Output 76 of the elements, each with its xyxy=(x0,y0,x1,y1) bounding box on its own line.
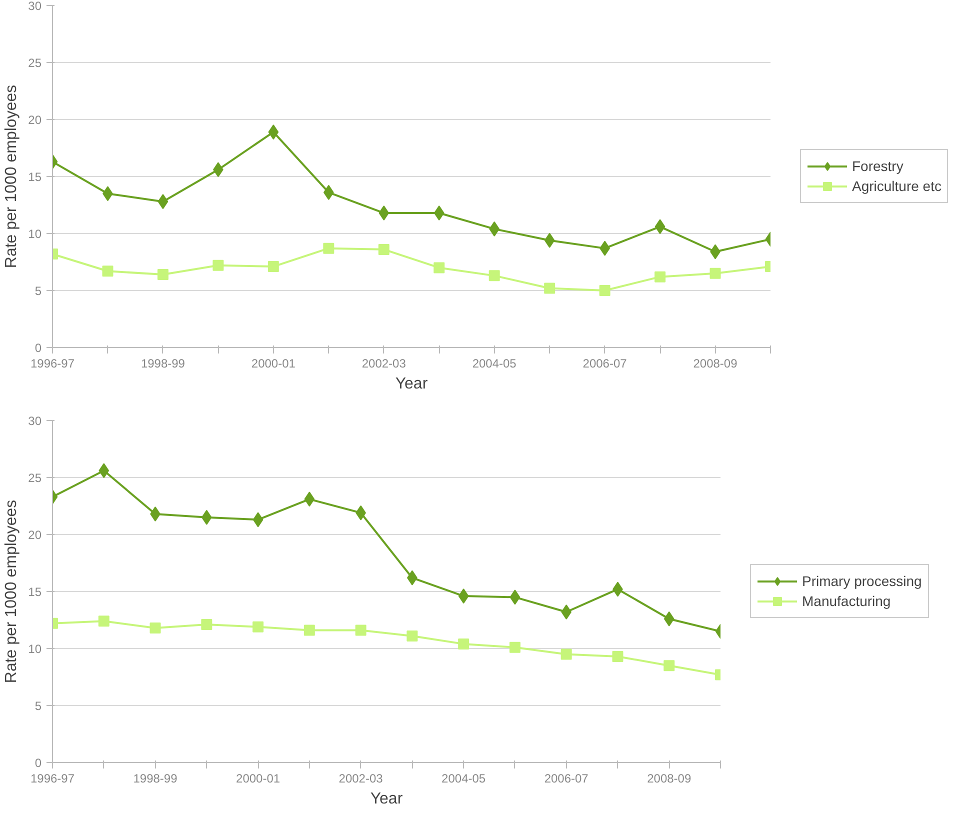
legend-label: Agriculture etc xyxy=(852,178,942,194)
point xyxy=(510,590,520,605)
point xyxy=(268,124,279,140)
point xyxy=(612,650,624,662)
y-axis-title: Rate per 1000 employees xyxy=(3,84,20,268)
point xyxy=(710,268,721,279)
point xyxy=(434,262,445,274)
y-tick-label: 0 xyxy=(34,756,42,770)
point xyxy=(212,260,224,271)
y-tick-label: 5 xyxy=(34,699,42,713)
legend-label: Primary processing xyxy=(802,573,922,589)
y-tick-label: 0 xyxy=(34,341,42,355)
point xyxy=(98,463,110,478)
y-tick-label: 25 xyxy=(28,471,42,485)
point xyxy=(488,270,500,282)
point xyxy=(323,184,334,200)
legend-label: Manufacturing xyxy=(802,593,891,609)
x-tick-label: 2004-05 xyxy=(442,772,486,786)
point xyxy=(378,244,390,255)
x-tick-label: 1996-97 xyxy=(30,356,75,370)
x-tick-label: 2000-01 xyxy=(251,356,296,370)
point xyxy=(355,624,366,636)
y-tick-label: 25 xyxy=(28,56,42,70)
point xyxy=(664,611,674,626)
point xyxy=(406,630,418,642)
point xyxy=(509,642,520,653)
point xyxy=(560,648,572,660)
y-tick-label: 20 xyxy=(28,528,42,542)
point xyxy=(252,512,264,528)
point xyxy=(150,622,161,634)
y-axis-title: Rate per 1000 employees xyxy=(3,500,20,684)
point xyxy=(268,261,279,272)
x-tick-label: 2002-03 xyxy=(362,356,406,370)
point xyxy=(544,282,556,294)
point xyxy=(201,619,212,630)
x-tick-label: 1996-97 xyxy=(30,772,75,786)
y-tick-label: 20 xyxy=(28,113,42,127)
x-tick-label: 2008-09 xyxy=(693,356,738,370)
point xyxy=(102,266,114,277)
x-tick-label: 1998-99 xyxy=(140,356,186,370)
point xyxy=(458,588,469,604)
point xyxy=(304,624,315,636)
x-axis-title: Year xyxy=(370,790,404,808)
x-tick-label: 2000-01 xyxy=(236,772,280,786)
x-tick-label: 2006-07 xyxy=(582,356,628,370)
point xyxy=(654,271,666,282)
point xyxy=(157,269,168,280)
point xyxy=(304,492,315,507)
x-tick-label: 1998-99 xyxy=(133,772,178,786)
y-tick-label: 10 xyxy=(28,227,42,241)
point xyxy=(654,219,666,234)
point xyxy=(158,194,168,210)
point xyxy=(599,285,610,296)
y-tick-label: 15 xyxy=(28,585,42,599)
point xyxy=(544,232,555,248)
point xyxy=(458,638,470,650)
point xyxy=(489,221,500,236)
x-axis-title: Year xyxy=(395,376,428,392)
y-tick-label: 5 xyxy=(34,284,42,298)
x-tick-label: 2004-05 xyxy=(472,356,517,370)
y-tick-label: 30 xyxy=(28,414,42,428)
point xyxy=(434,205,444,220)
point xyxy=(664,660,675,672)
point xyxy=(98,616,110,627)
point xyxy=(252,621,264,632)
point xyxy=(561,604,572,620)
legend-label: Forestry xyxy=(852,158,904,174)
x-tick-label: 2002-03 xyxy=(338,772,384,786)
x-tick-label: 2008-09 xyxy=(647,772,692,786)
point xyxy=(378,205,390,220)
y-tick-label: 15 xyxy=(28,170,42,184)
y-tick-label: 30 xyxy=(28,0,42,13)
y-tick-label: 10 xyxy=(28,642,42,656)
x-tick-label: 2006-07 xyxy=(544,772,589,786)
point xyxy=(323,242,334,254)
point xyxy=(201,510,212,525)
